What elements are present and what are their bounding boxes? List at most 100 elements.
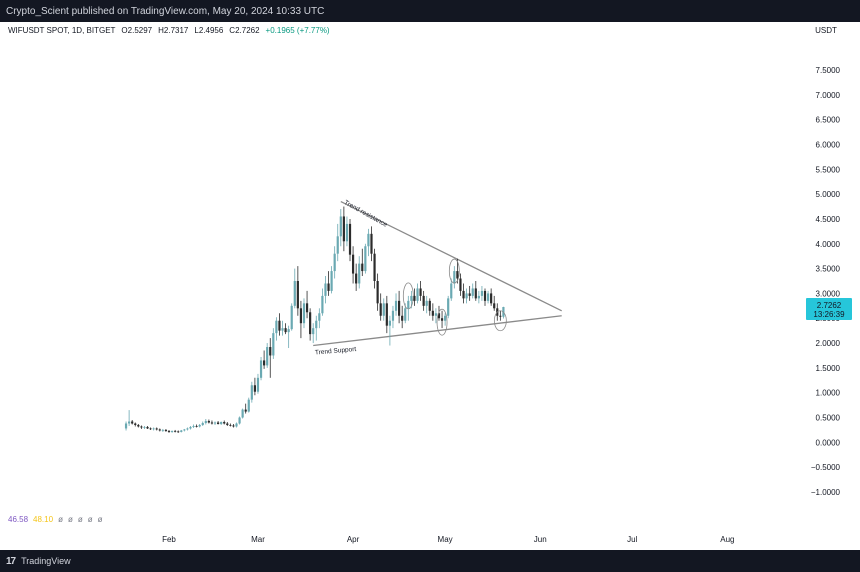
- candle-body[interactable]: [327, 283, 330, 291]
- candle-body[interactable]: [471, 288, 474, 296]
- candle-body[interactable]: [137, 424, 140, 427]
- candle-body[interactable]: [480, 290, 484, 296]
- candle-body[interactable]: [444, 315, 447, 321]
- candle-body[interactable]: [223, 421, 226, 424]
- candle-body[interactable]: [299, 308, 303, 324]
- trend-resistance-line[interactable]: [340, 200, 562, 312]
- candle-body[interactable]: [290, 305, 293, 330]
- candle-body[interactable]: [253, 385, 257, 392]
- candle-body[interactable]: [493, 303, 496, 309]
- candle-body[interactable]: [149, 428, 152, 430]
- candle-body[interactable]: [134, 423, 137, 425]
- candle-body[interactable]: [124, 423, 128, 429]
- price-axis[interactable]: [806, 22, 860, 550]
- candle-body[interactable]: [305, 303, 309, 313]
- candle-body[interactable]: [379, 303, 382, 316]
- candlestick-chart[interactable]: USDT 7.5000 7.0000 6.5000 6.0000 5.5000 5.0000…: [0, 22, 860, 550]
- candle-body[interactable]: [456, 271, 459, 279]
- candle-body[interactable]: [425, 300, 428, 306]
- candle-body[interactable]: [339, 216, 342, 237]
- candle-body[interactable]: [244, 409, 247, 412]
- candle-body[interactable]: [342, 216, 345, 242]
- candle-body[interactable]: [226, 423, 229, 425]
- candle-body[interactable]: [256, 377, 260, 392]
- candle-body[interactable]: [345, 223, 349, 242]
- candle-body[interactable]: [499, 315, 502, 317]
- candle-body[interactable]: [302, 303, 306, 324]
- candle-body[interactable]: [376, 281, 379, 304]
- candle-body[interactable]: [351, 254, 355, 274]
- candle-body[interactable]: [361, 263, 364, 272]
- candle-body[interactable]: [284, 328, 287, 333]
- candle-body[interactable]: [468, 293, 471, 296]
- candle-body[interactable]: [358, 263, 361, 284]
- candle-body[interactable]: [128, 421, 131, 424]
- candle-body[interactable]: [370, 233, 373, 254]
- candle-body[interactable]: [410, 295, 413, 301]
- candle-body[interactable]: [413, 295, 416, 301]
- candle-body[interactable]: [450, 283, 453, 299]
- candle-body[interactable]: [263, 360, 266, 366]
- candle-body[interactable]: [155, 428, 158, 430]
- candle-body[interactable]: [177, 431, 180, 433]
- candle-body[interactable]: [348, 223, 352, 255]
- candle-body[interactable]: [364, 246, 367, 272]
- candle-body[interactable]: [247, 399, 250, 412]
- candle-body[interactable]: [437, 313, 441, 319]
- candle-body[interactable]: [483, 290, 487, 301]
- candle-body[interactable]: [309, 312, 312, 335]
- candle-body[interactable]: [232, 425, 235, 427]
- candle-body[interactable]: [490, 293, 493, 304]
- candle-body[interactable]: [462, 290, 465, 299]
- candle-body[interactable]: [398, 300, 401, 316]
- candle-body[interactable]: [241, 409, 244, 418]
- candle-body[interactable]: [474, 288, 477, 299]
- candle-body[interactable]: [312, 328, 315, 335]
- candle-body[interactable]: [161, 429, 164, 431]
- candle-body[interactable]: [459, 278, 462, 291]
- eye-off-icon[interactable]: ø: [67, 515, 73, 524]
- candle-body[interactable]: [391, 310, 395, 321]
- candle-body[interactable]: [296, 281, 299, 309]
- candle-body[interactable]: [336, 236, 339, 254]
- candle-body[interactable]: [201, 422, 204, 425]
- candle-body[interactable]: [431, 310, 434, 316]
- candle-body[interactable]: [453, 271, 456, 284]
- pattern-ellipse[interactable]: [436, 308, 448, 336]
- candle-body[interactable]: [158, 429, 161, 431]
- candle-body[interactable]: [235, 423, 238, 427]
- candle-body[interactable]: [216, 422, 220, 424]
- eye-off-icon[interactable]: ø: [97, 515, 103, 524]
- candle-body[interactable]: [382, 303, 385, 316]
- candle-body[interactable]: [407, 300, 410, 309]
- chart-panel[interactable]: USDT 7.5000 7.0000 6.5000 6.0000 5.5000 5.0000…: [0, 22, 860, 550]
- candle-body[interactable]: [422, 295, 425, 306]
- candle-body[interactable]: [269, 347, 272, 356]
- candle-body[interactable]: [447, 298, 450, 316]
- candle-body[interactable]: [131, 421, 134, 424]
- candle-body[interactable]: [318, 313, 321, 321]
- candle-body[interactable]: [229, 424, 232, 426]
- candle-body[interactable]: [440, 318, 444, 321]
- candle-body[interactable]: [315, 320, 318, 329]
- candle-body[interactable]: [259, 360, 263, 378]
- candle-body[interactable]: [333, 253, 336, 272]
- candle-body[interactable]: [404, 308, 407, 321]
- candle-body[interactable]: [428, 300, 431, 311]
- pattern-ellipse[interactable]: [493, 310, 507, 332]
- candle-body[interactable]: [238, 417, 241, 424]
- candle-body[interactable]: [434, 313, 438, 316]
- candle-body[interactable]: [477, 295, 480, 299]
- eye-off-icon[interactable]: ø: [87, 515, 93, 524]
- candle-body[interactable]: [293, 281, 296, 306]
- candle-body[interactable]: [419, 288, 422, 296]
- candle-body[interactable]: [213, 422, 217, 424]
- candle-body[interactable]: [198, 424, 201, 427]
- eye-off-icon[interactable]: ø: [58, 515, 63, 524]
- candle-body[interactable]: [416, 288, 419, 301]
- candle-body[interactable]: [388, 320, 391, 326]
- candle-body[interactable]: [207, 421, 210, 423]
- candle-body[interactable]: [170, 430, 174, 432]
- candle-body[interactable]: [275, 320, 278, 334]
- candle-body[interactable]: [401, 315, 404, 321]
